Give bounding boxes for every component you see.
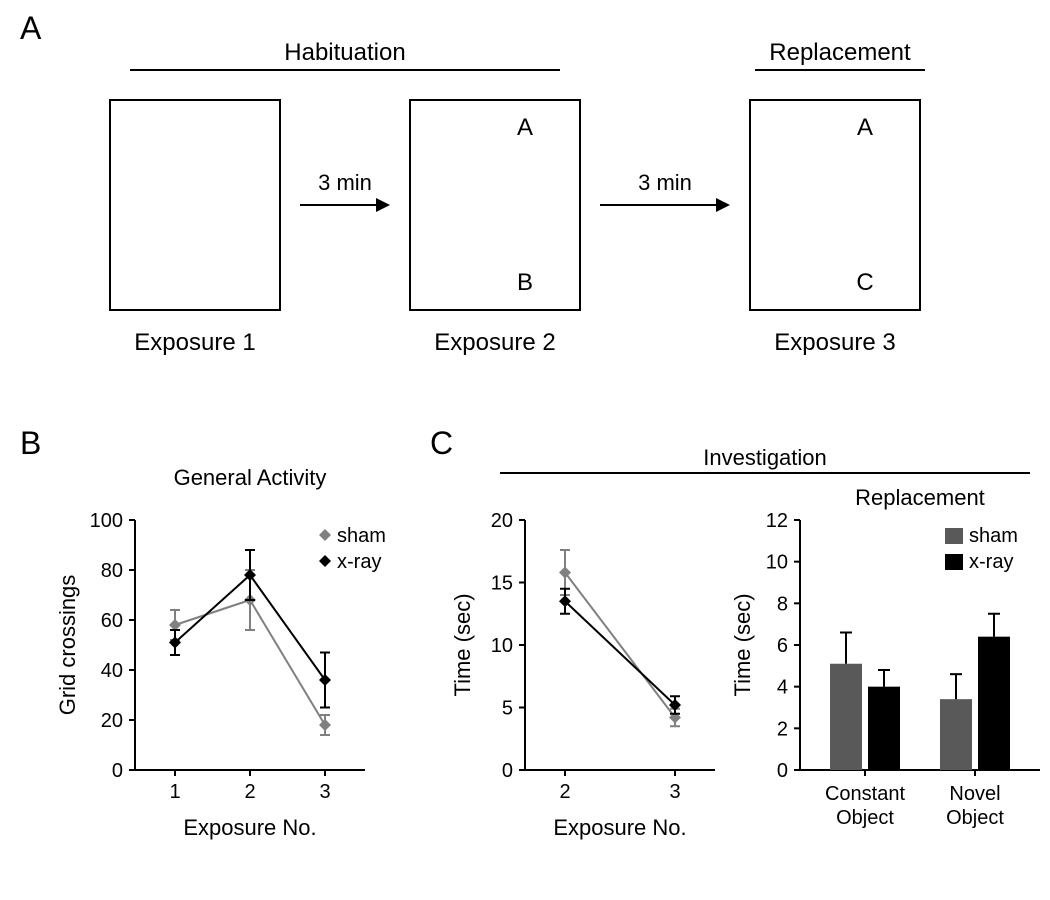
panel-c-right-legend-swatch <box>945 554 963 570</box>
panel-a-habituation-label: Habituation <box>284 39 405 66</box>
panel-a-label: A <box>20 10 41 47</box>
panel-c-right-legend-label: x-ray <box>969 551 1013 573</box>
panel-b-xlabel: Exposure No. <box>183 815 316 840</box>
panel-c-right-bar <box>830 664 862 770</box>
panel-a-svg: Habituation Replacement Exposure 1 A B Exposu… <box>70 20 1030 400</box>
panel-b-xtick: 2 <box>244 781 255 803</box>
panel-b-legend-label: sham <box>337 525 386 547</box>
panel-c-right-group-label: Object <box>946 807 1004 829</box>
panel-c-svg: Investigation0510152023Exposure No.Time … <box>430 440 1050 900</box>
panel-c-left-ytick: 10 <box>491 635 513 657</box>
arrow-icon <box>716 198 730 212</box>
panel-c-right-ytick: 4 <box>777 677 788 699</box>
panel-c-left-xtick: 2 <box>559 781 570 803</box>
panel-b-legend-label: x-ray <box>337 551 381 573</box>
figure-root: A B C Habituation Replacement Exposure 1 A B… <box>0 0 1050 891</box>
panel-c-right-ytick: 2 <box>777 718 788 740</box>
panel-c-right-legend-label: sham <box>969 525 1018 547</box>
arrow-icon <box>376 198 390 212</box>
panel-b-marker <box>319 719 331 731</box>
panel-c-left-xtick: 3 <box>669 781 680 803</box>
panel-b-ytick: 100 <box>90 510 123 532</box>
panel-b-title: General Activity <box>174 465 327 490</box>
panel-c-right-bar <box>940 699 972 770</box>
panel-b-ytick: 80 <box>101 560 123 582</box>
panel-a-box-caption: Exposure 1 <box>134 329 255 356</box>
panel-b-ytick: 40 <box>101 660 123 682</box>
panel-b-label: B <box>20 425 41 462</box>
panel-c-right-ytick: 0 <box>777 760 788 782</box>
panel-c-section-title: Investigation <box>703 445 827 470</box>
panel-a-box-top-label: A <box>517 114 533 141</box>
panel-c-right-title: Replacement <box>855 485 985 510</box>
panel-b-ylabel: Grid crossings <box>55 575 80 716</box>
panel-a-replacement-label: Replacement <box>769 39 911 66</box>
panel-c-left-ytick: 5 <box>502 698 513 720</box>
panel-a-box-bottom-label: C <box>856 269 873 296</box>
panel-c-right-group-label: Novel <box>949 783 1000 805</box>
panel-b-ytick: 20 <box>101 710 123 732</box>
panel-a-arrow-label: 3 min <box>638 170 692 195</box>
panel-c-right-ylabel: Time (sec) <box>730 593 755 696</box>
panel-c-right-ytick: 10 <box>766 552 788 574</box>
panel-a-arrow-label: 3 min <box>318 170 372 195</box>
panel-b-xtick: 1 <box>169 781 180 803</box>
panel-c-right-ytick: 6 <box>777 635 788 657</box>
panel-c-right-ytick: 8 <box>777 593 788 615</box>
panel-b-ytick: 0 <box>112 760 123 782</box>
panel-a-box <box>750 100 920 310</box>
panel-c-left-ytick: 20 <box>491 510 513 532</box>
panel-a-box-bottom-label: B <box>517 269 533 296</box>
panel-a-box <box>410 100 580 310</box>
panel-c-left-ylabel: Time (sec) <box>450 593 475 696</box>
panel-c-left-series-line <box>565 573 675 718</box>
panel-c-left-xlabel: Exposure No. <box>553 815 686 840</box>
panel-b-xtick: 3 <box>319 781 330 803</box>
panel-a-box-top-label: A <box>857 114 873 141</box>
panel-c-right-legend-swatch <box>945 528 963 544</box>
panel-c-right-bar <box>868 687 900 770</box>
panel-c-left-ytick: 0 <box>502 760 513 782</box>
panel-b-ytick: 60 <box>101 610 123 632</box>
panel-a-box-caption: Exposure 2 <box>434 329 555 356</box>
panel-c-left-series-line <box>565 601 675 705</box>
panel-a-box-caption: Exposure 3 <box>774 329 895 356</box>
panel-c-right-ytick: 12 <box>766 510 788 532</box>
panel-a-box <box>110 100 280 310</box>
panel-c-right-group-label: Object <box>836 807 894 829</box>
panel-c-right-bar <box>978 637 1010 770</box>
panel-c-left-ytick: 15 <box>491 573 513 595</box>
panel-c-right-group-label: Constant <box>825 783 905 805</box>
panel-b-svg: General Activity 0 20 40 60 80 100 1 2 3Exposure … <box>40 440 430 900</box>
